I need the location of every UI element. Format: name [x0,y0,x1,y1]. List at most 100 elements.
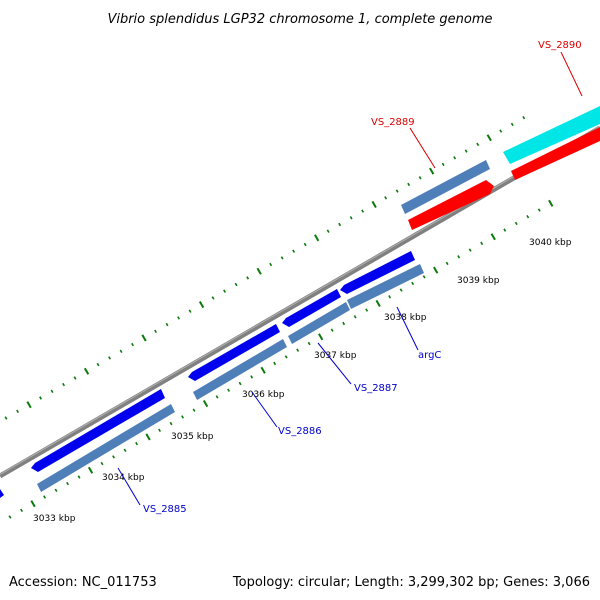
cds-argc[interactable] [340,251,415,294]
minor-tick [131,342,134,347]
minor-tick [338,222,342,227]
minor-tick [326,229,330,233]
gene-labels: VS_2885 VS_2886 VS_2887 argC VS_2889 VS_… [143,40,582,515]
kbp-label: 3036 kbp [242,390,285,400]
minor-tick [4,416,8,420]
minor-tick [464,149,468,153]
gene-vs-2885[interactable] [37,404,175,492]
minor-tick [62,382,65,387]
label-vs-2890[interactable]: VS_2890 [538,40,582,51]
minor-tick [112,455,115,459]
major-tick [260,366,266,374]
major-tick [198,301,205,309]
major-tick [87,466,94,474]
minor-tick [292,249,296,253]
minor-tick [135,441,138,446]
minor-tick [181,415,184,419]
minor-tick [349,216,353,220]
major-tick [314,234,320,242]
chromosome-backbone-highlight [0,126,600,475]
minor-tick [238,381,242,386]
label-vs-2887[interactable]: VS_2887 [354,383,398,394]
cds-vs-2885[interactable] [31,389,165,472]
minor-tick [250,375,254,379]
minor-tick [54,488,58,492]
minor-tick [123,448,127,452]
minor-tick [211,296,215,300]
major-tick [486,134,492,142]
label-argc[interactable]: argC [418,350,441,361]
minor-tick [441,162,445,167]
minor-tick [399,288,403,292]
label-vs-2886[interactable]: VS_2886 [278,426,322,437]
leader-lines [117,51,583,506]
kbp-label: 3034 kbp [102,473,145,483]
kbp-label: 3039 kbp [457,276,500,286]
cds-vs-2886[interactable] [188,324,280,381]
cds-partial-left[interactable] [0,489,4,498]
minor-tick [510,122,514,127]
minor-tick [223,289,226,293]
major-tick [548,199,554,207]
minor-tick [411,281,415,286]
minor-tick [422,275,426,279]
leader-argc [396,306,419,351]
minor-tick [246,276,250,280]
minor-tick [234,282,238,287]
topology-text: Topology: circular; Length: 3,299,302 bp… [232,575,590,590]
gene-vs-2889[interactable] [401,160,490,214]
leader-vs-2890 [560,51,583,97]
minor-tick [177,316,180,320]
minor-tick [108,356,111,360]
forward-strand-cds [31,251,415,472]
major-tick [371,200,377,208]
minor-tick [453,156,457,160]
cds-vs-2890[interactable] [511,127,600,180]
major-tick [256,267,262,275]
minor-tick [526,215,530,219]
accession-text: Accession: NC_011753 [9,575,157,590]
gene-vs-2886[interactable] [193,339,287,400]
major-tick [30,500,36,508]
leader-vs-2887 [317,342,352,385]
minor-tick [165,322,169,327]
major-tick [202,400,209,408]
minor-tick [8,515,12,519]
label-vs-2889[interactable]: VS_2889 [371,117,415,128]
gene-vs-2887[interactable] [288,302,350,344]
minor-tick [395,189,399,193]
rna-vs-2890[interactable] [503,106,600,164]
minor-tick [20,508,23,512]
cds-vs-2889[interactable] [408,180,494,230]
minor-tick [342,321,346,326]
kbp-label: 3035 kbp [171,432,214,442]
minor-tick [154,329,157,333]
minor-tick [100,461,104,466]
major-tick [375,299,381,307]
leader-vs-2885 [117,467,141,506]
minor-tick [119,349,123,353]
minor-tick [269,262,273,267]
label-vs-2885[interactable]: VS_2885 [143,504,187,515]
minor-tick [353,315,357,319]
gene-argc[interactable] [347,264,424,309]
minor-tick [388,295,392,299]
minor-tick [361,209,365,213]
minor-tick [169,421,173,426]
map-title: Vibrio splendidus LGP32 chromosome 1, co… [107,12,492,27]
minor-tick [503,228,507,232]
minor-tick [499,129,503,133]
minor-tick [303,242,307,247]
cds-vs-2887[interactable] [282,289,341,327]
reverse-strand [401,106,600,230]
minor-tick [192,408,196,412]
minor-tick [66,481,69,486]
minor-tick [215,395,219,399]
minor-tick [43,495,46,499]
minor-tick [468,248,472,252]
minor-tick [39,396,42,400]
kbp-labels: 3033 kbp 3034 kbp 3035 kbp 3036 kbp 3037… [33,238,572,524]
kbp-label: 3038 kbp [384,313,427,323]
minor-tick [188,309,192,313]
major-tick [490,233,496,241]
